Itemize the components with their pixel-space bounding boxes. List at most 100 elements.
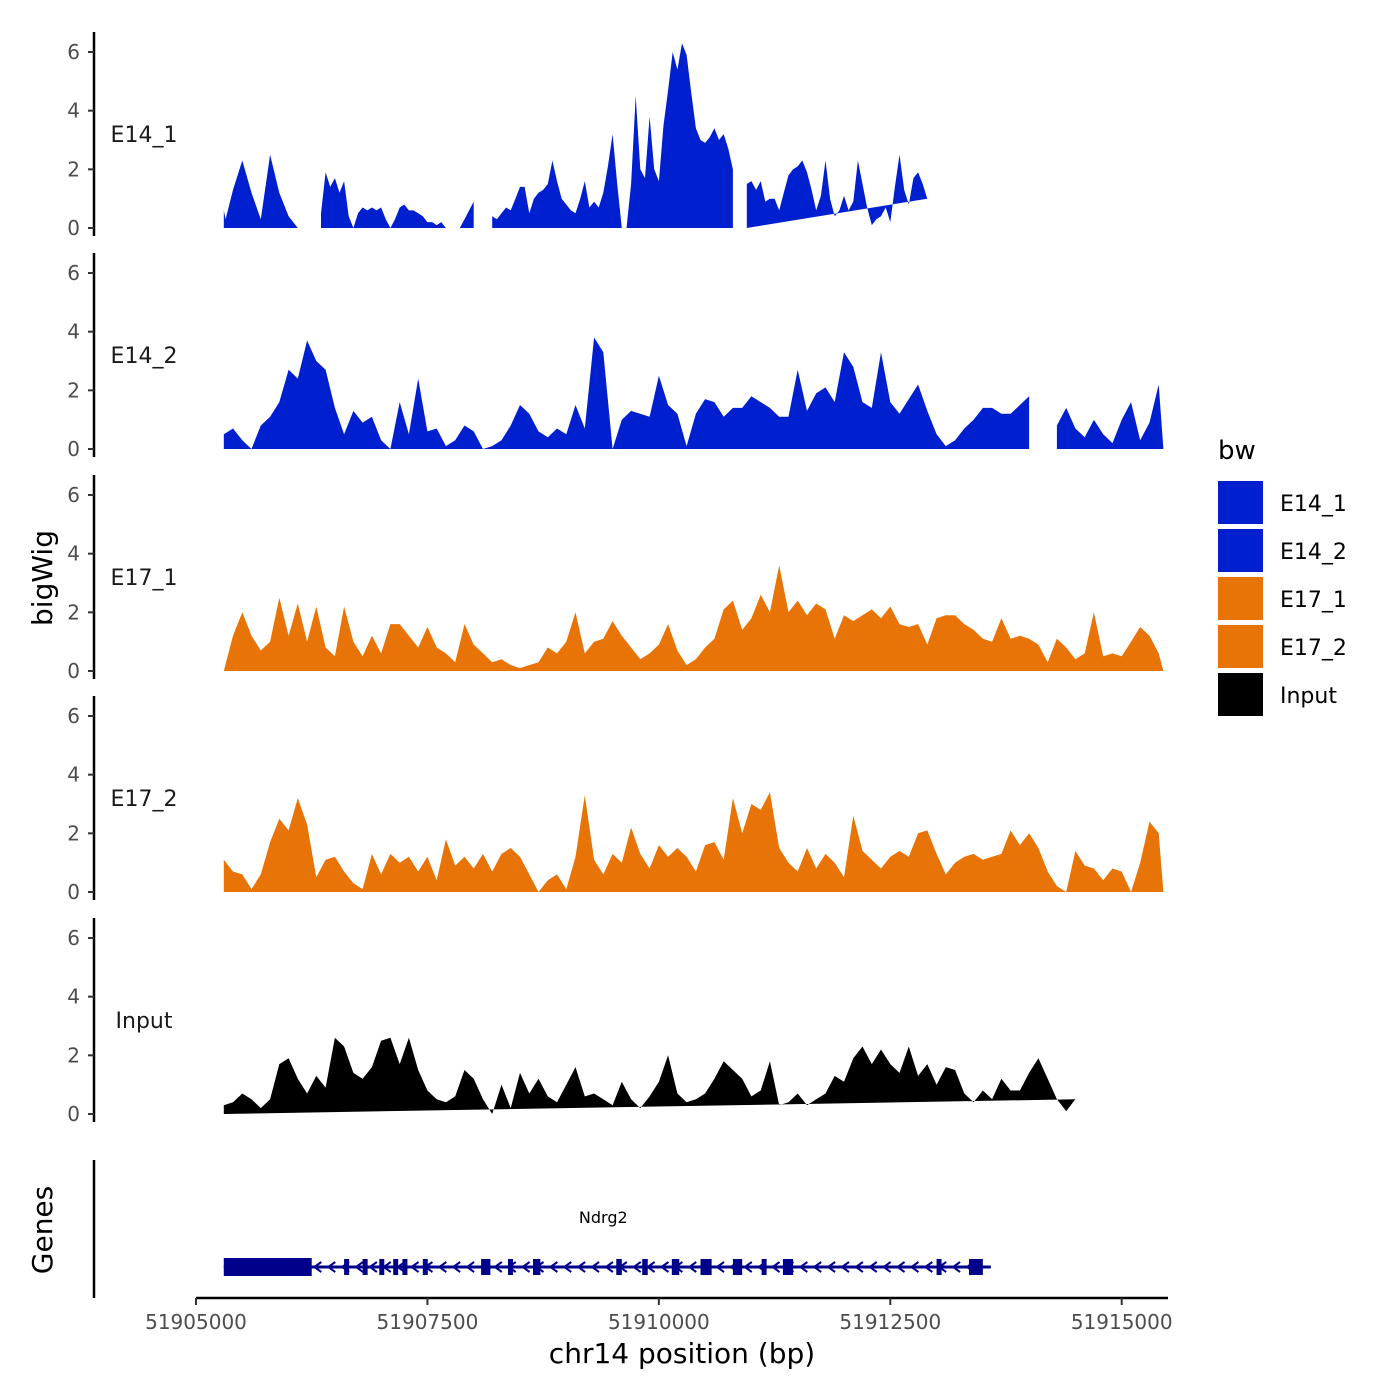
y-tick-label: 4	[67, 99, 80, 123]
exon	[761, 1259, 767, 1275]
strand-arrow	[881, 1261, 892, 1273]
y-tick-label: 2	[67, 821, 80, 845]
strand-arrow	[687, 1261, 697, 1273]
exon	[671, 1259, 680, 1275]
y-tick-label: 0	[67, 437, 80, 461]
track-label: E17_2	[111, 787, 178, 812]
track-e17_2: 0 2 4 6 E17_2	[67, 696, 1164, 904]
x-tick-label: 51905000	[145, 1310, 247, 1334]
y-axis-title-bigwig: bigWig	[26, 530, 59, 626]
strand-arrow	[812, 1261, 822, 1273]
exon	[507, 1259, 513, 1275]
legend-key	[1218, 577, 1263, 620]
exon	[344, 1259, 350, 1275]
strand-arrow	[437, 1261, 447, 1273]
strand-arrow	[826, 1261, 836, 1273]
y-tick-label: 6	[67, 40, 80, 64]
legend-label: Input	[1280, 684, 1337, 709]
y-tick-label: 6	[67, 704, 80, 728]
legend-label: E17_2	[1280, 636, 1347, 661]
signal-area	[321, 172, 474, 228]
signal-area	[492, 43, 733, 229]
strand-arrow	[895, 1261, 906, 1273]
legend-label: E14_2	[1280, 540, 1347, 565]
track-label: E17_1	[111, 566, 178, 591]
strand-arrow	[451, 1261, 461, 1273]
legend-key	[1218, 625, 1263, 668]
strand-arrow	[312, 1261, 322, 1273]
y-tick-label: 0	[67, 216, 80, 240]
exon	[782, 1259, 794, 1275]
y-tick-label: 6	[67, 483, 80, 507]
exon	[422, 1259, 428, 1275]
strand-arrow	[548, 1261, 558, 1273]
x-tick-label: 51910000	[608, 1310, 710, 1334]
exon	[936, 1259, 942, 1275]
y-tick-label: 4	[67, 542, 80, 566]
gene-track: Ndrg2	[92, 1160, 991, 1298]
legend-key	[1218, 481, 1263, 524]
tracks-layer: 0 2 4 6 E14_1 0 2 4 6 E14_2 0 2 4 6 E17_1 0 2 4 6 E17_2 0 2 4 6…	[67, 32, 1164, 1126]
exon	[700, 1259, 712, 1275]
y-tick-label: 4	[67, 320, 80, 344]
signal-area	[223, 792, 1164, 892]
legend: bw E14_1 E14_2 E17_1 E17_2 Input	[1218, 436, 1347, 716]
exon	[393, 1259, 399, 1275]
x-axis: 51905000 51907500 51910000 51912500 51915000	[145, 1296, 1173, 1334]
strand-arrow	[743, 1261, 753, 1273]
strand-arrow	[923, 1261, 933, 1273]
exon	[362, 1259, 368, 1275]
exon	[732, 1259, 743, 1275]
strand-arrow	[951, 1261, 961, 1273]
x-tick-label: 51907500	[377, 1310, 479, 1334]
exon	[379, 1259, 385, 1275]
strand-arrow	[631, 1261, 642, 1273]
exon	[968, 1259, 983, 1275]
track-input: 0 2 4 6 Input	[67, 918, 1076, 1126]
y-tick-label: 2	[67, 1043, 80, 1067]
y-tick-label: 6	[67, 926, 80, 950]
exon	[481, 1259, 491, 1275]
signal-area	[223, 154, 308, 228]
strand-arrow	[493, 1261, 503, 1273]
x-axis-title: chr14 position (bp)	[549, 1337, 815, 1370]
legend-key	[1218, 673, 1263, 716]
y-tick-label: 0	[67, 880, 80, 904]
track-e14_2: 0 2 4 6 E14_2	[67, 253, 1164, 461]
strand-arrow	[409, 1261, 420, 1273]
x-tick-label: 51915000	[1071, 1310, 1173, 1334]
strand-arrow	[715, 1261, 725, 1273]
signal-area	[223, 565, 1164, 671]
exon	[616, 1259, 622, 1275]
exon	[532, 1259, 541, 1275]
x-tick-label: 51912500	[839, 1310, 941, 1334]
strand-arrow	[562, 1261, 572, 1273]
strand-arrow	[520, 1261, 531, 1273]
strand-arrow	[576, 1261, 586, 1273]
strand-arrow	[590, 1261, 600, 1273]
strand-arrow	[840, 1261, 850, 1273]
gene-label: Ndrg2	[579, 1208, 628, 1227]
y-tick-label: 2	[67, 378, 80, 402]
exon	[402, 1259, 408, 1275]
strand-arrow	[354, 1261, 364, 1273]
strand-arrow	[909, 1261, 920, 1273]
legend-key	[1218, 529, 1263, 572]
y-axis-title-genes: Genes	[26, 1186, 59, 1274]
y-tick-label: 6	[67, 261, 80, 285]
track-label: Input	[116, 1009, 173, 1034]
strand-arrow	[854, 1261, 864, 1273]
legend-label: E14_1	[1280, 492, 1347, 517]
track-label: E14_1	[111, 123, 178, 148]
strand-arrow	[465, 1261, 475, 1273]
strand-arrow	[798, 1261, 808, 1273]
strand-arrow	[770, 1261, 781, 1273]
signal-area	[746, 154, 928, 228]
y-tick-label: 4	[67, 763, 80, 787]
exon	[642, 1259, 648, 1275]
track-e14_1: 0 2 4 6 E14_1	[67, 32, 928, 240]
y-tick-label: 0	[67, 659, 80, 683]
y-tick-label: 2	[67, 157, 80, 181]
strand-arrow	[604, 1261, 614, 1273]
